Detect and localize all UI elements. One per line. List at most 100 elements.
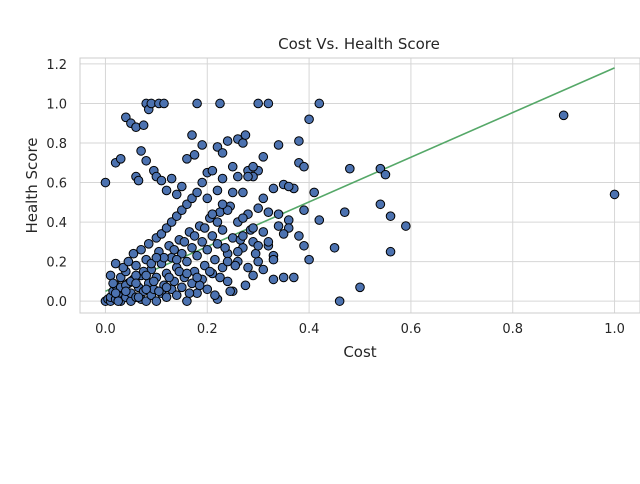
data-point bbox=[217, 225, 228, 235]
data-point bbox=[345, 163, 355, 174]
data-point bbox=[250, 248, 261, 259]
plot-frame bbox=[79, 57, 640, 314]
data-point bbox=[136, 244, 146, 255]
data-point bbox=[161, 292, 172, 302]
y-tick-label: 0.6 bbox=[46, 177, 67, 192]
data-point bbox=[207, 209, 218, 219]
data-point bbox=[171, 254, 182, 265]
data-point bbox=[253, 256, 263, 267]
data-point bbox=[194, 280, 205, 291]
data-point bbox=[258, 152, 269, 162]
data-point bbox=[197, 237, 207, 247]
data-point bbox=[192, 98, 202, 109]
data-point bbox=[248, 270, 258, 281]
data-point bbox=[123, 256, 134, 267]
data-point bbox=[136, 146, 146, 156]
data-point bbox=[243, 262, 253, 273]
data-point bbox=[222, 136, 233, 146]
data-point bbox=[184, 288, 195, 299]
data-point bbox=[131, 260, 141, 271]
data-point bbox=[192, 272, 202, 283]
x-tick-label: 0.2 bbox=[197, 322, 218, 337]
data-point bbox=[222, 256, 233, 267]
data-point bbox=[278, 272, 289, 283]
data-point bbox=[334, 296, 345, 306]
data-point bbox=[299, 240, 309, 251]
data-point bbox=[169, 244, 179, 255]
data-point bbox=[128, 248, 139, 259]
data-point bbox=[238, 213, 248, 223]
data-point bbox=[238, 187, 248, 198]
y-tick-label: 0.2 bbox=[46, 256, 67, 271]
data-point bbox=[294, 231, 304, 241]
y-tick-label: 0.4 bbox=[46, 216, 67, 231]
data-point bbox=[143, 239, 154, 249]
data-point bbox=[151, 296, 162, 306]
data-point bbox=[138, 120, 149, 131]
data-point bbox=[159, 98, 169, 109]
data-point bbox=[243, 171, 253, 182]
data-point bbox=[187, 130, 197, 140]
data-point bbox=[375, 199, 386, 210]
data-point bbox=[207, 165, 218, 176]
data-point bbox=[212, 185, 223, 196]
data-point bbox=[329, 242, 340, 253]
data-point bbox=[205, 266, 215, 277]
data-point bbox=[299, 205, 309, 216]
data-point bbox=[133, 292, 144, 302]
data-point bbox=[240, 130, 251, 140]
data-point bbox=[151, 252, 162, 263]
data-point bbox=[401, 221, 411, 231]
data-point bbox=[258, 264, 269, 275]
data-point bbox=[215, 272, 225, 283]
data-point bbox=[177, 181, 187, 192]
data-point bbox=[217, 148, 228, 158]
x-tick-labels: 0.0 0.2 0.4 0.6 0.8 1.0 bbox=[95, 322, 625, 337]
data-point bbox=[199, 223, 210, 233]
y-tick-label: 1.0 bbox=[46, 97, 67, 112]
data-point bbox=[154, 286, 164, 297]
data-point bbox=[263, 207, 274, 217]
data-points bbox=[100, 98, 620, 306]
data-point bbox=[189, 150, 200, 160]
data-point bbox=[273, 221, 284, 231]
data-point bbox=[210, 290, 220, 301]
data-point bbox=[141, 270, 151, 281]
data-point bbox=[380, 169, 391, 180]
data-point bbox=[177, 282, 187, 293]
x-axis-title: Cost bbox=[343, 343, 376, 361]
data-point bbox=[217, 199, 228, 210]
y-axis-title: Health Score bbox=[23, 137, 41, 233]
data-point bbox=[385, 211, 396, 221]
data-point bbox=[197, 177, 207, 188]
data-point bbox=[179, 237, 190, 247]
data-point bbox=[248, 161, 258, 172]
data-point bbox=[289, 272, 299, 283]
data-point bbox=[263, 237, 274, 247]
data-point bbox=[171, 189, 182, 200]
data-point bbox=[273, 209, 284, 219]
trend-line bbox=[105, 67, 615, 292]
data-point bbox=[189, 231, 200, 241]
data-point bbox=[110, 258, 121, 269]
data-point bbox=[192, 187, 202, 198]
data-point bbox=[192, 250, 202, 261]
x-tick-label: 1.0 bbox=[604, 322, 625, 337]
data-point bbox=[299, 161, 309, 172]
data-point bbox=[210, 254, 220, 265]
data-point bbox=[141, 155, 151, 166]
data-point bbox=[222, 276, 233, 287]
data-point bbox=[268, 183, 279, 194]
data-point bbox=[238, 231, 248, 241]
data-point bbox=[202, 244, 213, 255]
grid-lines bbox=[80, 58, 640, 313]
data-point bbox=[609, 189, 620, 200]
data-point bbox=[355, 282, 365, 293]
data-point bbox=[215, 98, 225, 109]
data-point bbox=[304, 114, 314, 125]
chart-title: Cost Vs. Health Score bbox=[278, 35, 440, 53]
data-point bbox=[227, 187, 238, 198]
data-point bbox=[253, 203, 263, 214]
